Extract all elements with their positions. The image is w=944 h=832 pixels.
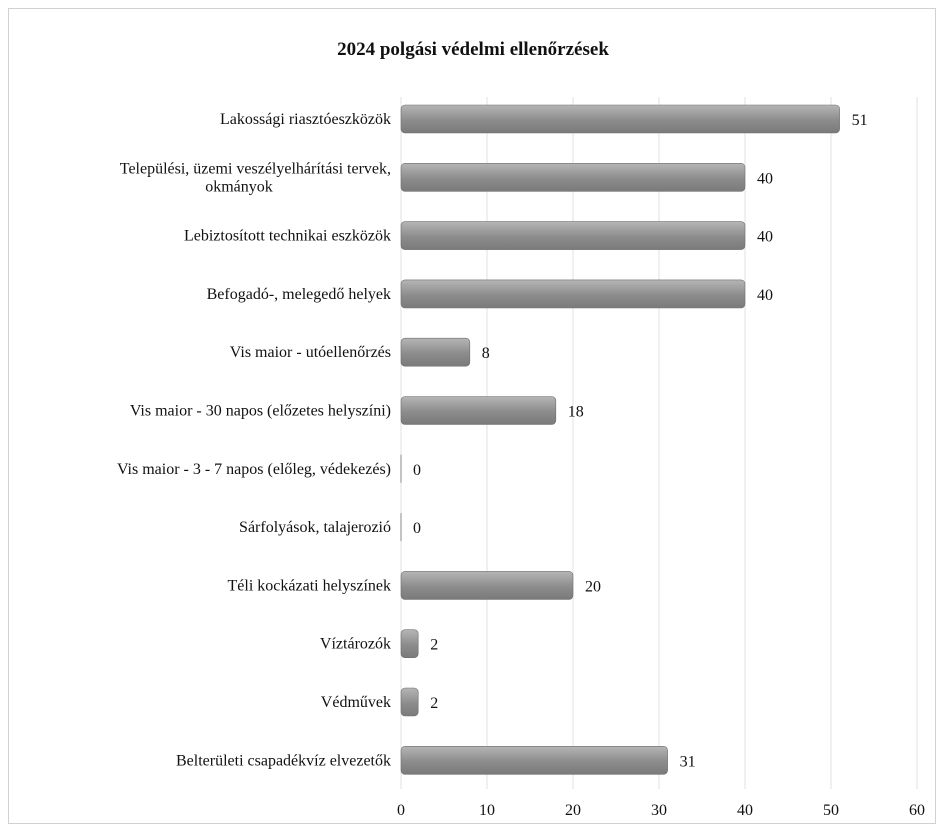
category-label-7: Sárfolyások, talajerozió [239,519,391,536]
category-label-3: Befogadó-, melegedő helyek [207,286,391,303]
bar-2 [400,221,746,250]
bar-8 [400,571,574,600]
bar-9 [400,629,419,659]
bar-3 [400,279,746,309]
category-label-9: Víztározók [320,636,391,653]
data-label-11: 31 [680,753,696,770]
category-label-1: Települési, üzemi veszélyelhárítási terv… [120,160,391,195]
bar-1 [400,163,746,192]
data-label-5: 18 [568,404,584,421]
bar-11 [400,745,668,775]
category-label-0: Lakossági riasztóeszközök [220,111,391,128]
category-label-11: Belterületi csapadékvíz elvezetők [176,752,391,769]
bar-0 [400,104,840,134]
x-tick-label-40: 40 [737,802,753,819]
data-label-1: 40 [757,170,773,187]
data-label-6: 0 [413,462,421,479]
data-label-3: 40 [757,287,773,304]
data-label-9: 2 [430,637,438,654]
bar-4 [400,337,471,367]
bar-5 [400,396,557,425]
category-label-2: Lebiztosított technikai eszközök [184,228,391,245]
x-tick-label-50: 50 [823,802,839,819]
x-tick-label-30: 30 [651,802,667,819]
x-tick-label-10: 10 [479,802,495,819]
category-label-8: Téli kockázati helyszínek [228,577,391,594]
category-label-10: Védművek [321,694,391,711]
data-label-7: 0 [413,520,421,537]
chart-frame: 2024 polgási védelmi ellenőrzések 0 10 20 3… [8,8,936,824]
chart-title: 2024 polgási védelmi ellenőrzések [337,39,609,60]
category-label-5: Vis maior - 30 napos (előzetes helyszíni… [130,403,391,420]
data-label-10: 2 [430,695,438,712]
x-tick-label-20: 20 [565,802,581,819]
data-label-2: 40 [757,229,773,246]
bar-10 [400,687,419,717]
category-label-6: Vis maior - 3 - 7 napos (előleg, védekez… [117,461,391,478]
x-tick-label-60: 60 [909,802,925,819]
category-label-4: Vis maior - utóellenőrzés [230,344,391,361]
data-label-4: 8 [482,345,490,362]
x-tick-label-0: 0 [397,802,405,819]
data-label-8: 20 [585,578,601,595]
data-label-0: 51 [852,112,868,129]
